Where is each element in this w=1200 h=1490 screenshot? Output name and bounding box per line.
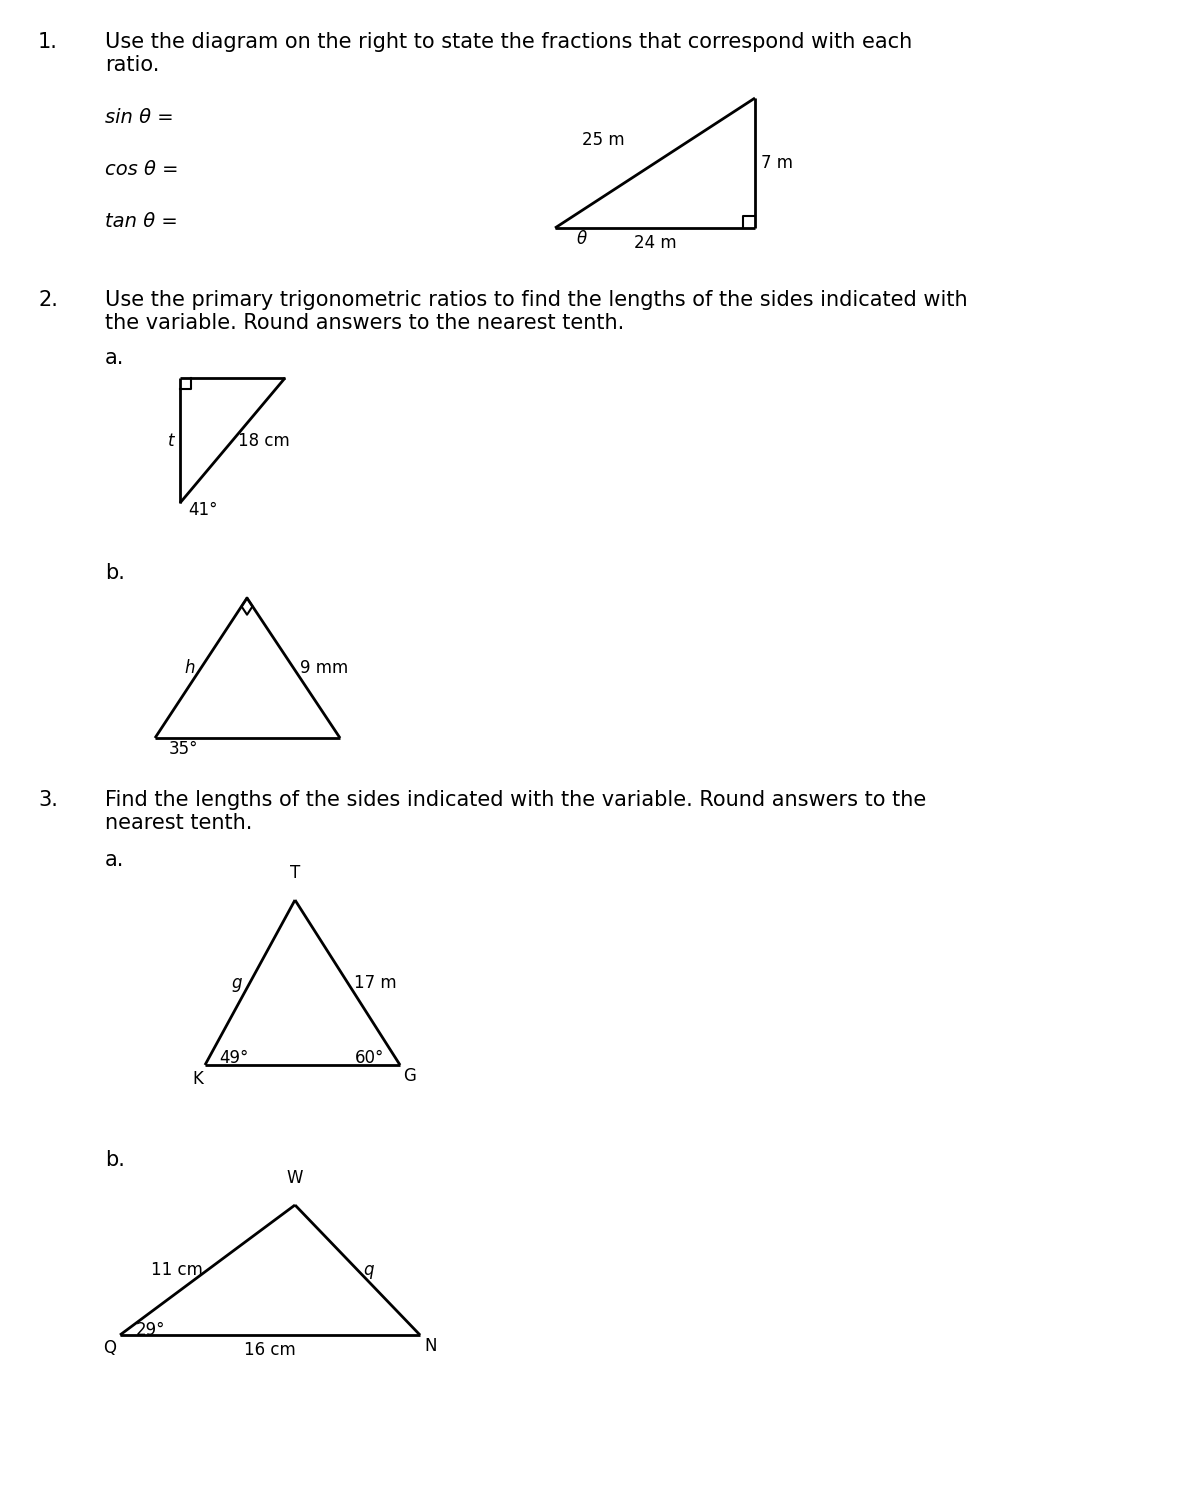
Text: 11 cm: 11 cm [151,1261,203,1278]
Text: 3.: 3. [38,790,58,811]
Text: Find the lengths of the sides indicated with the variable. Round answers to the: Find the lengths of the sides indicated … [106,790,926,811]
Text: T: T [290,864,300,882]
Text: ratio.: ratio. [106,55,160,74]
Text: b.: b. [106,563,125,583]
Text: h: h [185,659,194,676]
Text: 49°: 49° [220,1049,248,1067]
Text: a.: a. [106,849,125,870]
Text: 41°: 41° [188,501,217,519]
Text: sin θ =: sin θ = [106,107,174,127]
Text: 17 m: 17 m [354,973,396,991]
Text: 29°: 29° [136,1322,166,1340]
Text: nearest tenth.: nearest tenth. [106,814,252,833]
Text: 35°: 35° [169,741,198,758]
Text: g: g [232,973,242,991]
Text: 24 m: 24 m [634,234,677,252]
Text: 25 m: 25 m [582,131,625,149]
Text: Q: Q [103,1340,116,1357]
Text: 16 cm: 16 cm [244,1341,296,1359]
Text: K: K [192,1070,203,1088]
Text: G: G [403,1067,416,1085]
Text: 18 cm: 18 cm [238,432,289,450]
Text: b.: b. [106,1150,125,1170]
Text: a.: a. [106,349,125,368]
Text: θ: θ [577,229,587,247]
Text: the variable. Round answers to the nearest tenth.: the variable. Round answers to the neare… [106,313,624,332]
Text: Use the primary trigonometric ratios to find the lengths of the sides indicated : Use the primary trigonometric ratios to … [106,291,967,310]
Text: 9 mm: 9 mm [300,659,348,676]
Text: 60°: 60° [355,1049,384,1067]
Text: cos θ =: cos θ = [106,159,179,179]
Text: 2.: 2. [38,291,58,310]
Text: Use the diagram on the right to state the fractions that correspond with each: Use the diagram on the right to state th… [106,31,912,52]
Text: 7 m: 7 m [761,153,793,171]
Text: 1.: 1. [38,31,58,52]
Text: W: W [287,1170,304,1188]
Text: N: N [424,1337,437,1354]
Text: tan θ =: tan θ = [106,212,178,231]
Text: q: q [364,1261,374,1278]
Text: t: t [168,432,174,450]
